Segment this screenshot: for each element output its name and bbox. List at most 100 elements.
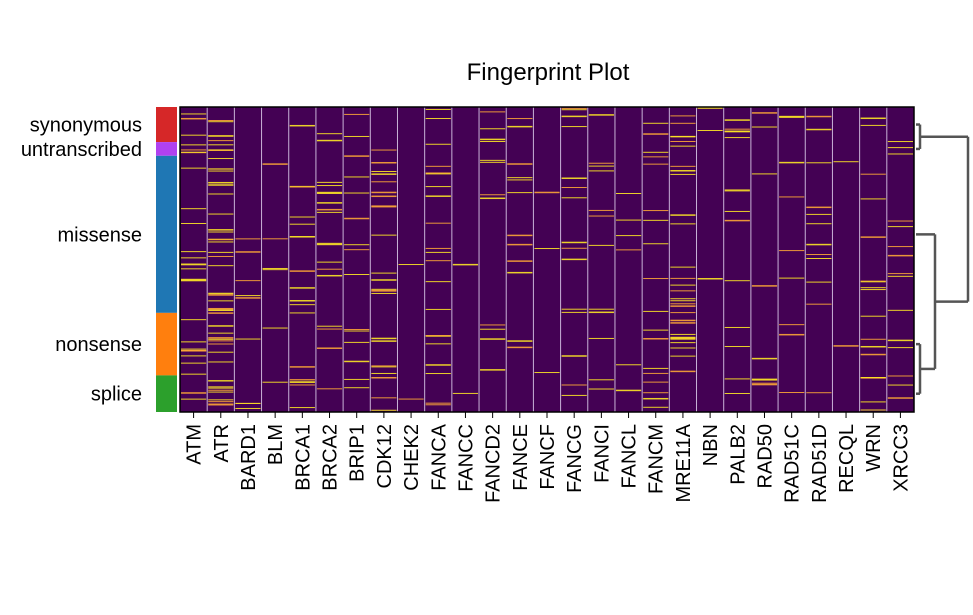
mutation-cell: [262, 327, 288, 329]
mutation-cell: [289, 287, 315, 289]
mutation-cell: [316, 202, 343, 204]
mutation-cell: [670, 298, 696, 300]
mutation-cell: [860, 377, 886, 379]
mutation-cell: [507, 118, 533, 120]
heatmap-column-FANCA: [425, 108, 451, 406]
mutation-cell: [561, 311, 587, 313]
mutation-cell: [643, 243, 669, 245]
mutation-cell: [534, 191, 560, 194]
mutation-cell: [208, 399, 234, 401]
mutation-cell: [344, 341, 370, 343]
heatmap-column-WRN: [860, 117, 886, 411]
mutation-cell: [208, 181, 234, 184]
mutation-cell: [425, 260, 451, 262]
mutation-cell: [208, 343, 234, 345]
mutation-cell: [751, 382, 778, 384]
mutation-cell: [316, 268, 343, 270]
mutation-cell: [181, 373, 207, 375]
mutation-cell: [860, 345, 886, 348]
row-group-label-untranscribed: untranscribed: [21, 139, 142, 161]
mutation-cell: [588, 170, 614, 172]
mutation-cell: [643, 219, 669, 221]
mutation-cell: [588, 114, 614, 116]
mutation-cell: [615, 389, 642, 392]
row-dendrogram: [916, 123, 970, 395]
mutation-cell: [316, 243, 343, 246]
row-group-bar-splice: [156, 375, 177, 412]
mutation-cell: [724, 326, 750, 328]
mutation-cell: [507, 234, 533, 237]
mutation-cell: [371, 205, 397, 207]
mutation-cell: [181, 149, 207, 151]
mutation-cell: [480, 369, 506, 371]
mutation-cell: [425, 108, 451, 110]
mutation-cell: [724, 210, 750, 212]
heatmap-column-NBN: [697, 107, 723, 280]
mutation-cell: [208, 332, 234, 334]
mutation-cell: [561, 177, 587, 179]
column-label-FANCD2: FANCD2: [483, 424, 505, 503]
mutation-cell: [208, 391, 234, 393]
mutation-cell: [887, 226, 913, 228]
mutation-cell: [316, 208, 343, 211]
mutation-cell: [371, 290, 397, 292]
mutation-cell: [208, 325, 234, 327]
heatmap-column-BRCA2: [316, 133, 343, 390]
mutation-cell: [208, 294, 234, 296]
mutation-cell: [480, 128, 506, 130]
mutation-cell: [208, 239, 234, 241]
row-group-label-nonsense: nonsense: [55, 334, 142, 356]
mutation-cell: [289, 304, 315, 306]
heatmap-column-BRCA1: [289, 124, 315, 409]
mutation-cell: [181, 341, 207, 343]
mutation-cell: [643, 381, 669, 383]
heatmap-background: [180, 107, 914, 412]
mutation-cell: [670, 312, 696, 314]
column-label-RAD51C: RAD51C: [782, 424, 804, 503]
mutation-cell: [806, 254, 832, 256]
mutation-cell: [561, 308, 587, 310]
mutation-cell: [887, 153, 913, 155]
mutation-cell: [887, 384, 913, 386]
mutation-cell: [724, 378, 750, 380]
mutation-cell: [344, 360, 370, 363]
mutation-cell: [289, 379, 315, 381]
mutation-cell: [235, 295, 261, 297]
mutation-cell: [670, 165, 696, 167]
mutation-cell: [643, 367, 669, 369]
heatmap-column-RAD50: [751, 112, 778, 386]
mutation-cell: [181, 134, 207, 136]
mutation-cell: [643, 310, 669, 312]
mutation-cell: [316, 133, 343, 135]
mutation-cell: [779, 333, 805, 336]
mutation-cell: [262, 269, 288, 271]
mutation-cell: [860, 280, 886, 282]
mutation-cell: [208, 403, 234, 405]
mutation-cell: [235, 338, 261, 340]
heatmap-column-PALB2: [724, 119, 750, 394]
column-label-BRCA1: BRCA1: [292, 424, 314, 491]
mutation-cell: [507, 243, 533, 246]
mutation-cell: [561, 355, 587, 357]
mutation-cell: [806, 257, 832, 259]
row-group-label-synonymous: synonymous: [30, 115, 142, 137]
mutation-cell: [208, 158, 234, 160]
mutation-cell: [452, 263, 479, 266]
mutation-cell: [371, 288, 397, 290]
mutation-cell: [425, 186, 451, 188]
mutation-cell: [181, 117, 207, 120]
mutation-cell: [344, 273, 370, 275]
mutation-cell: [181, 222, 207, 224]
mutation-cell: [371, 279, 397, 281]
mutation-cell: [779, 392, 805, 394]
column-label-RAD51D: RAD51D: [809, 424, 831, 503]
heatmap-column-RAD51D: [806, 115, 832, 394]
heatmap-column-FANCM: [643, 122, 669, 408]
row-group-label-splice: splice: [91, 384, 142, 406]
mutation-cell: [316, 325, 343, 327]
mutation-cell: [670, 290, 696, 292]
mutation-cell: [289, 384, 315, 386]
mutation-cell: [806, 392, 832, 394]
column-label-PALB2: PALB2: [727, 424, 749, 485]
